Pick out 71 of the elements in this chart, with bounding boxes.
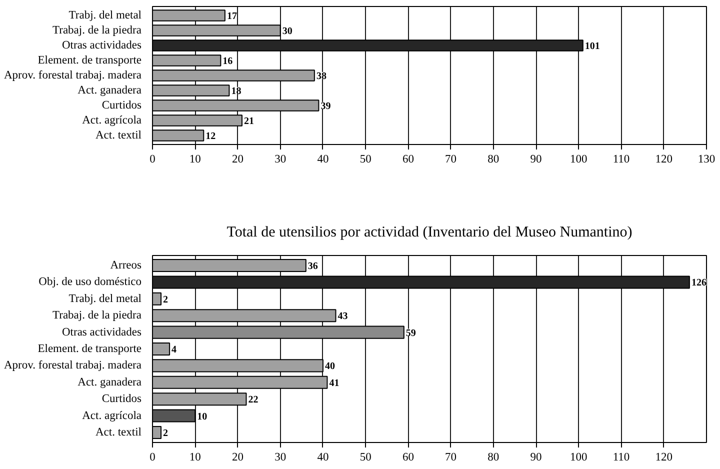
y-tick-label: Act. textil bbox=[96, 130, 142, 142]
data-label: 126 bbox=[691, 278, 706, 289]
x-tick-label: 20 bbox=[232, 452, 244, 464]
x-tick-label: 0 bbox=[150, 154, 156, 166]
x-tick-label: 20 bbox=[232, 154, 244, 166]
x-tick-label: 120 bbox=[655, 154, 673, 166]
x-tick-label: 120 bbox=[655, 452, 673, 464]
y-tick-label: Act. ganadera bbox=[78, 376, 142, 388]
y-tick-label: Act. agrícola bbox=[82, 114, 142, 126]
y-tick-label: Element. de transporte bbox=[38, 54, 142, 66]
y-tick-label: Trabaj. de la piedra bbox=[52, 310, 142, 322]
data-label: 101 bbox=[584, 41, 600, 52]
x-tick-label: 110 bbox=[612, 154, 630, 166]
x-tick-label: 80 bbox=[488, 154, 500, 166]
x-tick-label: 100 bbox=[570, 154, 588, 166]
x-tick-label: 130 bbox=[698, 154, 716, 166]
x-tick-label: 40 bbox=[317, 452, 329, 464]
y-tick-label: Act. agrícola bbox=[82, 410, 142, 422]
x-tick-label: 50 bbox=[360, 452, 372, 464]
x-tick-label: 30 bbox=[274, 452, 286, 464]
data-label: 40 bbox=[324, 361, 335, 372]
y-tick-label: Curtidos bbox=[102, 100, 142, 112]
data-label: 36 bbox=[308, 261, 318, 272]
data-label: 2 bbox=[163, 294, 168, 306]
x-tick-label: 100 bbox=[570, 452, 588, 464]
y-tick-label: Act. textil bbox=[96, 426, 142, 438]
bar bbox=[152, 426, 162, 439]
chart-title: Total de utensilios por actividad (Inventario del Museo Numantino) bbox=[226, 224, 632, 240]
x-tick-label: 10 bbox=[189, 154, 202, 166]
x-tick-label: 40 bbox=[317, 154, 329, 166]
data-label: 21 bbox=[244, 116, 254, 127]
y-tick-label: Otras actividades bbox=[62, 40, 142, 52]
data-label: 59 bbox=[406, 328, 416, 339]
x-tick-label: 60 bbox=[402, 154, 414, 166]
y-tick-label: Aprov. forestal trabaj. madera bbox=[4, 70, 142, 82]
x-tick-label: 60 bbox=[402, 452, 414, 464]
x-tick-label: 10 bbox=[189, 452, 202, 464]
y-tick-label: Arreos bbox=[110, 260, 142, 272]
data-label: 2 bbox=[163, 428, 168, 439]
data-label: 39 bbox=[320, 101, 331, 112]
data-label: 41 bbox=[329, 378, 340, 389]
x-tick-label: 70 bbox=[445, 452, 457, 464]
y-tick-label: Otras actividades bbox=[62, 326, 142, 338]
data-label: 38 bbox=[316, 71, 326, 82]
data-label: 22 bbox=[248, 394, 258, 406]
data-label: 4 bbox=[172, 344, 177, 356]
x-tick-label: 80 bbox=[488, 452, 500, 464]
y-tick-label: Trabj. del metal bbox=[68, 292, 142, 305]
y-tick-label: Aprov. forestal trabaj. madera bbox=[4, 360, 142, 372]
x-tick-label: 90 bbox=[530, 452, 542, 464]
y-tick-label: Obj. de uso doméstico bbox=[38, 276, 142, 288]
x-tick-label: 30 bbox=[274, 154, 286, 166]
x-tick-label: 110 bbox=[612, 452, 630, 464]
y-tick-label: Element. de transporte bbox=[38, 343, 142, 355]
data-label: 18 bbox=[231, 86, 242, 97]
y-tick-label: Act. ganadera bbox=[78, 84, 142, 96]
data-label: 10 bbox=[197, 411, 208, 422]
data-label: 30 bbox=[282, 26, 292, 37]
data-label: 17 bbox=[226, 11, 237, 22]
data-label: 16 bbox=[222, 56, 233, 67]
y-tick-label: Trabj. del metal bbox=[68, 10, 142, 22]
data-label: 12 bbox=[206, 131, 216, 142]
bar bbox=[152, 292, 162, 306]
x-tick-label: 0 bbox=[150, 452, 156, 464]
x-tick-label: 50 bbox=[360, 154, 372, 166]
y-tick-label: Trabaj. de la piedra bbox=[52, 24, 142, 36]
x-tick-label: 90 bbox=[530, 154, 542, 166]
y-tick-label: Curtidos bbox=[102, 393, 142, 406]
x-tick-label: 70 bbox=[445, 154, 457, 166]
bar bbox=[152, 342, 170, 356]
data-label: 43 bbox=[338, 311, 348, 322]
